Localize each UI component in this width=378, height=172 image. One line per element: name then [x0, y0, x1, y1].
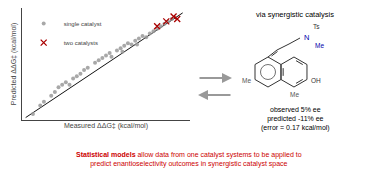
- svg-text:Ts: Ts: [313, 23, 320, 30]
- svg-text:Me: Me: [315, 42, 324, 49]
- svg-text:Statistical models allow data: Statistical models allow data from one c…: [76, 151, 302, 168]
- svg-text:via synergistic catalysis: via synergistic catalysis: [256, 10, 334, 19]
- svg-text:Measured ΔΔG‡ (kcal/mol): Measured ΔΔG‡ (kcal/mol): [64, 122, 148, 130]
- svg-text:single catalyst: single catalyst: [64, 21, 102, 27]
- svg-text:Predicted ΔΔG‡ (kcal/mol): Predicted ΔΔG‡ (kcal/mol): [10, 23, 18, 106]
- svg-text:N: N: [304, 33, 309, 42]
- svg-text:two catalysts: two catalysts: [64, 40, 98, 46]
- svg-text:Me: Me: [242, 77, 251, 84]
- svg-text:Me: Me: [290, 91, 299, 98]
- svg-text:OH: OH: [311, 77, 321, 84]
- svg-text:observed 5% eepredicted -11% e: observed 5% eepredicted -11% ee(error = …: [261, 106, 330, 132]
